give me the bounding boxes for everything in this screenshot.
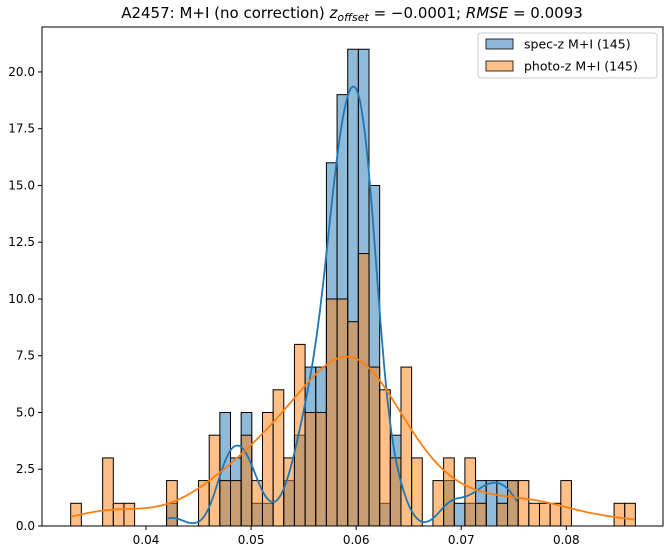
bar-photo-z-bin-25 [336, 298, 349, 527]
bar-photo-z-bin-43 [528, 502, 540, 527]
y-tick-label: 10.0 [8, 292, 35, 306]
bar-photo-z-bin-26 [347, 321, 359, 527]
bar-photo-z-bin-28 [368, 366, 381, 527]
title-rmse: RMSE [466, 4, 509, 22]
bar-photo-z-bin-18 [261, 411, 274, 527]
bar-photo-z-bin-52 [624, 502, 636, 527]
x-axis: 0.04 0.05 0.06 0.07 0.08 [133, 526, 580, 547]
bar-spec-z-bin-39 [485, 480, 498, 527]
legend-swatch-photo-z [485, 60, 514, 72]
y-tick-label: 2.5 [16, 462, 35, 476]
bar-photo-z-bin-5 [123, 502, 136, 527]
bar-photo-z-bin-4 [112, 502, 125, 527]
bar-photo-z-bin-21 [293, 343, 306, 527]
legend-box [477, 32, 658, 79]
legend-label-spec-z: spec-z M+I (145) [524, 37, 631, 52]
x-tick-label: 0.08 [553, 533, 580, 547]
title-z: z [328, 4, 338, 22]
chart-title: A2457: M+I (no correction) zoffset = −0.… [121, 4, 583, 24]
bar-photo-z-bin-35 [443, 457, 455, 527]
y-tick-label: 0.0 [16, 519, 35, 533]
bar-photo-z-bin-23 [315, 411, 327, 527]
bar-photo-z-bin-32 [411, 457, 423, 527]
title-z-sub: offset [337, 11, 369, 24]
x-tick-label: 0.04 [133, 533, 160, 547]
bar-photo-z-bin-30 [389, 457, 402, 527]
legend: spec-z M+I (145) photo-z M+I (145) [477, 32, 658, 79]
bar-photo-z-bin-22 [304, 411, 317, 527]
bar-photo-z-bin-15 [230, 480, 242, 527]
bar-photo-z-bin-20 [283, 457, 295, 527]
y-axis: 0.0 2.5 5.0 7.5 10.0 12.5 15.0 17.5 20.0 [8, 65, 42, 533]
x-tick-label: 0.06 [343, 533, 370, 547]
bar-photo-z-bin-51 [613, 502, 626, 527]
kde-curve-spec-z [167, 85, 518, 524]
title-rmse-value: = 0.0093 [508, 4, 583, 22]
y-tick-label: 15.0 [8, 178, 35, 192]
x-tick-label: 0.05 [238, 533, 265, 547]
bar-photo-z-bin-3 [102, 457, 114, 527]
bar-photo-z-bin-14 [219, 480, 232, 527]
y-tick-label: 7.5 [16, 349, 35, 363]
bar-photo-z-bin-40 [496, 502, 509, 527]
kde-curves [71, 85, 635, 524]
kde-curve-photo-z [71, 355, 635, 521]
plot-frame [41, 26, 664, 527]
x-tick-label: 0.07 [448, 533, 475, 547]
bar-photo-z-bin-41 [507, 480, 519, 527]
bar-photo-z-bin-31 [400, 366, 413, 527]
y-tick-label: 20.0 [8, 65, 35, 79]
legend-swatch-spec-z [485, 38, 514, 50]
bar-photo-z-bin-42 [517, 480, 530, 527]
y-tick-label: 12.5 [8, 235, 35, 249]
bar-photo-z-bin-46 [560, 480, 572, 527]
bar-photo-z-bin-27 [357, 253, 370, 527]
bar-spec-z-bin-36 [453, 502, 466, 527]
bar-photo-z-bin-19 [272, 389, 285, 527]
legend-label-photo-z: photo-z M+I (145) [524, 59, 638, 74]
y-tick-label: 5.0 [16, 405, 35, 419]
bar-photo-z-bin-24 [325, 298, 338, 527]
bar-photo-z-bin-34 [432, 480, 445, 527]
bar-photo-z-bin-44 [538, 502, 551, 527]
title-z-value: = −0.0001; [369, 4, 466, 22]
bar-photo-z-bin-45 [549, 502, 562, 527]
title-prefix: A2457: M+I (no correction) [121, 4, 329, 22]
bar-photo-z-bin-38 [475, 502, 487, 527]
y-tick-label: 17.5 [8, 122, 35, 136]
